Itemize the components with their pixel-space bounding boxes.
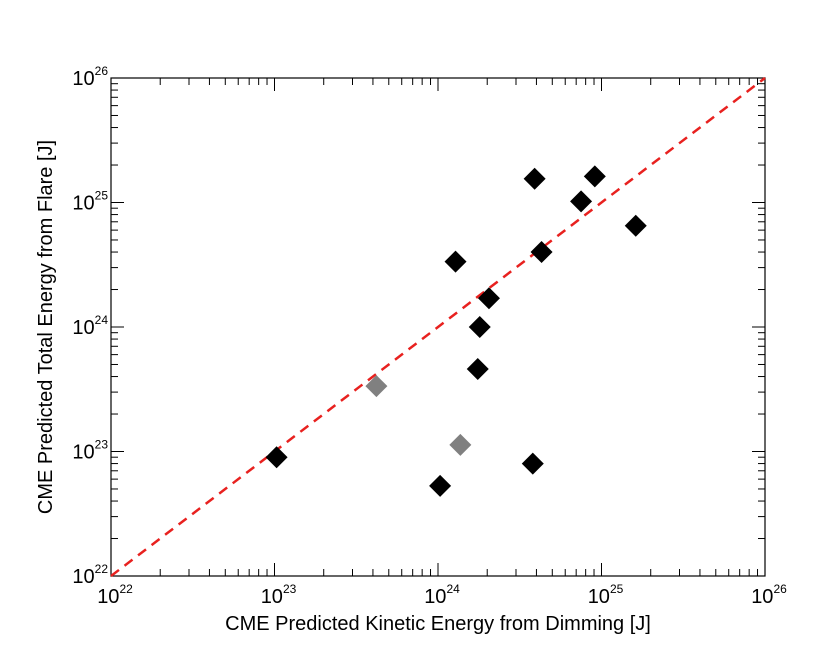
gray-points-marker bbox=[449, 433, 472, 456]
black-points-marker bbox=[468, 316, 491, 338]
x-tick-label: 1025 bbox=[588, 582, 624, 608]
x-tick-label: 1026 bbox=[751, 582, 787, 608]
x-tick-label: 1022 bbox=[97, 582, 133, 608]
black-points-marker bbox=[521, 452, 544, 475]
black-points-marker bbox=[466, 357, 489, 380]
black-points-marker bbox=[477, 287, 500, 310]
black-points-marker bbox=[570, 190, 593, 213]
axis-ticks bbox=[110, 77, 766, 577]
data-points bbox=[265, 165, 647, 497]
black-points-marker bbox=[444, 250, 467, 273]
black-points-marker bbox=[624, 214, 647, 237]
x-axis-label: CME Predicted Kinetic Energy from Dimmin… bbox=[225, 613, 651, 635]
y-tick-label: 1023 bbox=[72, 438, 108, 464]
black-points-marker bbox=[583, 165, 606, 188]
black-points-marker bbox=[530, 241, 553, 264]
reference-line bbox=[110, 77, 766, 577]
y-tick-label: 1026 bbox=[72, 64, 108, 90]
gray-points-marker bbox=[365, 375, 388, 398]
tick-labels: 1022 1023 1024 1025 1026 1022 1023 1024 1025 1026 bbox=[72, 64, 787, 608]
y-tick-label: 1024 bbox=[72, 313, 108, 339]
y-tick-label: 1022 bbox=[72, 562, 108, 588]
black-points-marker bbox=[265, 446, 288, 469]
x-tick-label: 1023 bbox=[261, 582, 297, 608]
reference-line-group bbox=[110, 77, 766, 577]
black-points-marker bbox=[523, 167, 546, 190]
black-points-marker bbox=[429, 474, 452, 497]
x-tick-label: 1024 bbox=[424, 582, 460, 608]
y-tick-label: 1025 bbox=[72, 189, 108, 215]
y-axis-label: CME Predicted Total Energy from Flare [J… bbox=[35, 140, 57, 514]
